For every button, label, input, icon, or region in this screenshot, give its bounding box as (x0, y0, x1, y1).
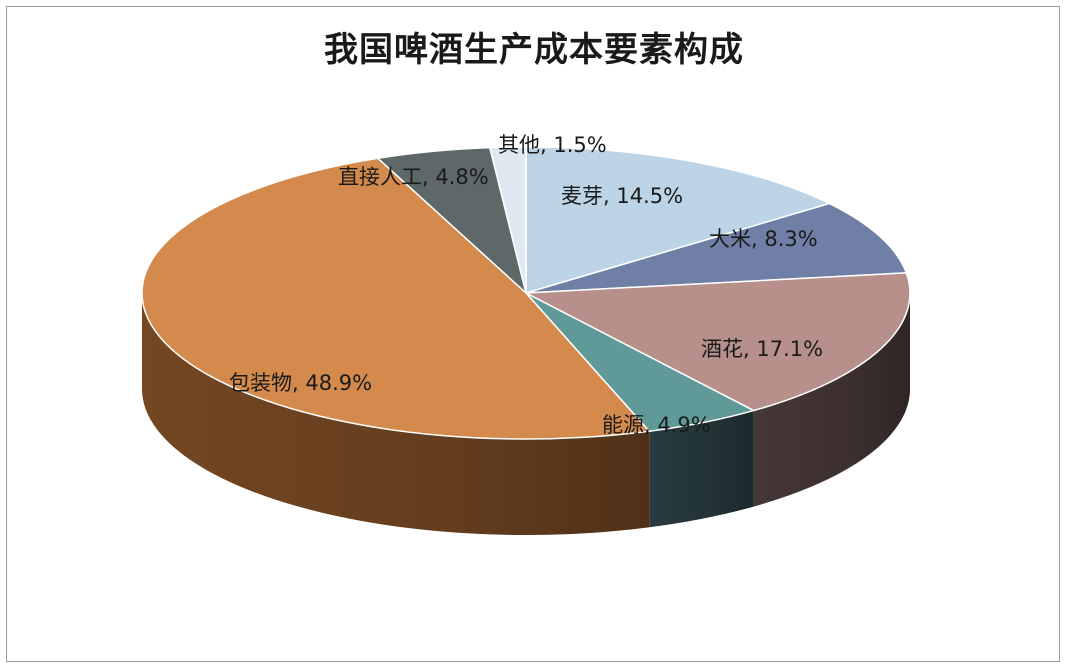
slice-1-top (525, 202, 908, 294)
slice-0-top (525, 146, 832, 295)
slice-2-side-shade (753, 293, 910, 507)
slice-2-top (523, 272, 911, 412)
slice-2-label: 酒花, 17.1% (701, 337, 823, 361)
slice-5-label: 直接人工, 4.8% (338, 165, 489, 189)
pie-top-layer (141, 146, 911, 440)
slice-0-label: 麦芽, 14.5% (561, 184, 683, 208)
slice-1-label: 大米, 8.3% (709, 227, 818, 251)
pie-side-layer (142, 293, 910, 535)
slice-6-top (488, 146, 527, 294)
slice-3-label: 能源, 4.9% (602, 413, 711, 437)
slice-4-label: 包装物, 48.9% (229, 371, 372, 395)
pie-label-layer: 麦芽, 14.5% 大米, 8.3% 酒花, 17.1% 能源, 4.9% 包装物, 4… (229, 133, 823, 437)
slice-4-side-shade (142, 293, 650, 535)
slice-6-label: 其他, 1.5% (498, 133, 607, 157)
slice-3-side-shade (649, 410, 754, 528)
chart-title: 我国啤酒生产成本要素构成 (324, 30, 744, 70)
slice-4-top (141, 157, 651, 440)
